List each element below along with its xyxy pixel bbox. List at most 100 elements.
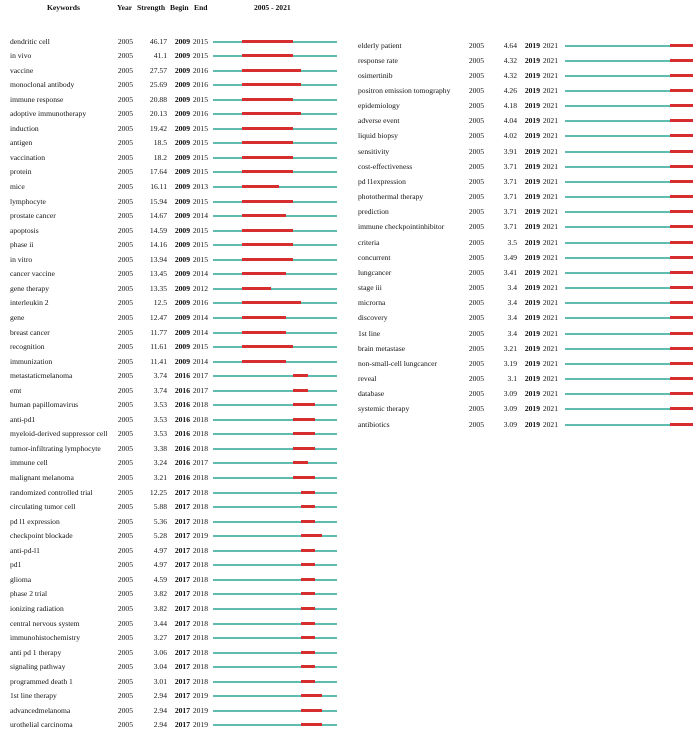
- end-year: 2021: [542, 40, 558, 50]
- end-year: 2018: [192, 414, 208, 424]
- burst-segment: [300, 534, 323, 538]
- begin-year: 2019: [524, 176, 540, 186]
- end-year: 2019: [192, 720, 208, 730]
- burst-segment: [242, 83, 301, 87]
- end-year: 2021: [542, 101, 558, 111]
- burst-row: adoptive immunotherapy 2005 20.13 2009 2016: [0, 107, 700, 120]
- keyword-label: immune cell: [10, 458, 48, 468]
- burst-segment: [293, 476, 316, 479]
- burst-segment: [670, 392, 693, 396]
- timeline-bar: [565, 211, 693, 214]
- burst-segment: [242, 214, 286, 218]
- end-year: 2015: [192, 342, 208, 352]
- burst-segment: [670, 88, 693, 92]
- end-year: 2014: [192, 327, 208, 337]
- burst-row: pd l1expression 2005 3.71 2019 2021: [0, 175, 700, 188]
- timeline-bar: [213, 477, 337, 479]
- end-year: 2021: [542, 389, 558, 399]
- burst-segment: [670, 316, 693, 320]
- begin-year: 2019: [524, 389, 540, 399]
- end-year: 2018: [192, 647, 208, 657]
- strength-value: 4.32: [503, 55, 517, 65]
- keyword-label: cancer vaccine: [10, 269, 55, 279]
- keyword-label: liquid biopsy: [358, 131, 398, 141]
- burst-row: adverse event 2005 4.04 2019 2021: [0, 114, 700, 127]
- year-value: 2005: [468, 404, 484, 414]
- begin-year: 2017: [174, 574, 190, 584]
- keyword-label: vaccination: [10, 152, 45, 162]
- burst-row: recognition 2005 11.61 2009 2015: [0, 340, 700, 353]
- burst-row: apoptosis 2005 14.59 2009 2015: [0, 224, 700, 237]
- burst-row: non-small-cell lungcancer 2005 3.19 2019 202…: [0, 357, 700, 370]
- strength-value: 41.1: [153, 51, 167, 61]
- begin-year: 2017: [174, 633, 190, 643]
- end-year: 2021: [542, 176, 558, 186]
- keyword-label: advancedmelanoma: [10, 705, 71, 715]
- burst-segment: [670, 134, 693, 138]
- year-value: 2005: [468, 116, 484, 126]
- year-value: 2005: [468, 40, 484, 50]
- timeline-bar: [565, 287, 693, 290]
- year-value: 2005: [117, 618, 133, 628]
- end-year: 2021: [542, 85, 558, 95]
- end-year: 2015: [192, 152, 208, 162]
- end-year: 2015: [192, 225, 208, 235]
- burst-row: checkpoint blockade 2005 5.28 2017 2019: [0, 529, 700, 542]
- strength-value: 3.09: [503, 389, 517, 399]
- burst-row: glioma 2005 4.59 2017 2018: [0, 573, 700, 586]
- keyword-label: microrna: [358, 298, 386, 308]
- burst-segment: [293, 432, 316, 436]
- end-year: 2014: [192, 211, 208, 221]
- timeline-bar: [565, 165, 693, 168]
- begin-year: 2019: [524, 267, 540, 277]
- strength-value: 13.35: [149, 283, 167, 293]
- strength-value: 3.53: [153, 414, 167, 424]
- burst-row: phase 2 trial 2005 3.82 2017 2018: [0, 587, 700, 600]
- end-year: 2018: [192, 560, 208, 570]
- burst-row: liquid biopsy 2005 4.02 2019 2021: [0, 129, 700, 142]
- year-value: 2005: [468, 101, 484, 111]
- end-year: 2015: [192, 138, 208, 148]
- timeline-bar: [213, 637, 337, 640]
- end-year: 2018: [192, 574, 208, 584]
- burst-segment: [300, 490, 316, 494]
- begin-year: 2019: [524, 404, 540, 414]
- year-value: 2005: [117, 371, 133, 381]
- keyword-label: phase ii: [10, 240, 34, 250]
- burst-row: gene therapy 2005 13.35 2009 2012: [0, 282, 700, 295]
- keyword-label: anti-pd1: [10, 414, 36, 424]
- year-value: 2005: [117, 531, 133, 541]
- burst-segment: [242, 155, 294, 159]
- timeline-bar: [213, 287, 337, 290]
- strength-value: 14.16: [149, 240, 167, 250]
- keyword-label: adverse event: [358, 116, 400, 126]
- begin-year: 2009: [174, 327, 190, 337]
- burst-segment: [242, 97, 294, 101]
- burst-segment: [300, 563, 316, 567]
- strength-value: 2.94: [153, 705, 167, 715]
- burst-row: positron emission tomography 2005 4.26 2019…: [0, 84, 700, 97]
- timeline-bar: [213, 404, 337, 407]
- year-value: 2005: [468, 222, 484, 232]
- keyword-label: central nervous system: [10, 618, 80, 628]
- year-value: 2005: [117, 458, 133, 468]
- burst-row: concurrent 2005 3.49 2019 2021: [0, 251, 700, 264]
- burst-row: osimertinib 2005 4.32 2019 2021: [0, 69, 700, 82]
- begin-year: 2017: [174, 705, 190, 715]
- burst-segment: [242, 315, 286, 319]
- strength-value: 5.36: [153, 516, 167, 526]
- year-value: 2005: [468, 70, 484, 80]
- burst-segment: [670, 270, 693, 274]
- keyword-label: mice: [10, 182, 25, 191]
- burst-row: tumor-infiltrating lymphocyte 2005 3.38 201…: [0, 442, 700, 455]
- timeline-bar: [213, 433, 337, 436]
- year-value: 2005: [468, 161, 484, 171]
- strength-value: 14.59: [149, 225, 167, 235]
- strength-value: 3.82: [153, 589, 167, 599]
- begin-year: 2016: [174, 400, 190, 410]
- end-year: 2018: [192, 603, 208, 613]
- keyword-label: programmed death 1: [10, 676, 73, 686]
- end-year: 2019: [192, 705, 208, 715]
- strength-value: 16.11: [150, 182, 167, 191]
- year-value: 2005: [117, 502, 133, 512]
